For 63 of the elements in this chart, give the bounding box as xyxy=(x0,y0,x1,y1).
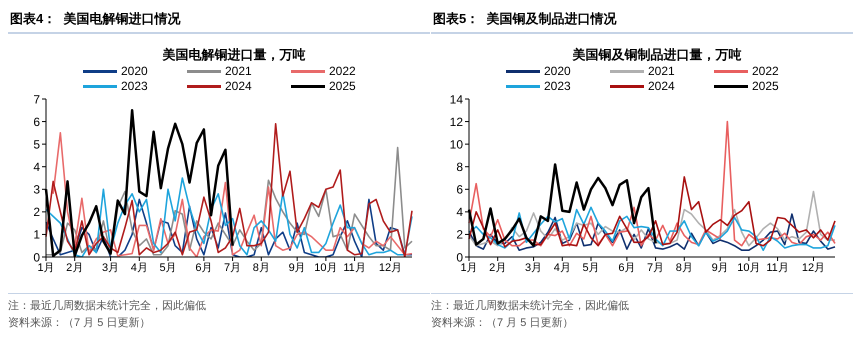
chart-title: 图表4： 美国电解铜进口情况 xyxy=(8,8,430,34)
y-tick-label: 5 xyxy=(33,137,40,152)
x-tick-label: 2月 xyxy=(489,262,506,274)
legend-label: 2022 xyxy=(329,64,356,78)
x-tick-label: 6月 xyxy=(618,262,636,274)
x-tick-label: 10月 xyxy=(314,262,338,274)
x-tick-label: 12月 xyxy=(802,262,826,274)
chart-title: 图表5： 美国铜及制品进口情况 xyxy=(431,8,853,34)
y-tick-label: 0 xyxy=(456,250,464,264)
chart-subtitle: 美国铜及铜制品进口量，万吨 xyxy=(572,46,742,64)
x-tick-label: 12月 xyxy=(378,262,402,274)
text: 资料来源：（7 月 5 日更新） xyxy=(431,316,574,331)
legend-label: 2020 xyxy=(544,64,571,78)
x-tick-label: 2月 xyxy=(66,262,84,274)
x-tick-label: 11月 xyxy=(766,262,789,274)
x-tick-label: 10月 xyxy=(737,262,761,274)
x-tick-label: 9月 xyxy=(288,262,306,274)
legend-label: 2021 xyxy=(648,64,675,78)
x-tick-label: 8月 xyxy=(252,262,270,274)
legend-label: 2024 xyxy=(225,79,252,93)
y-tick-label: 0 xyxy=(33,250,40,264)
legend-label: 2023 xyxy=(121,79,148,93)
y-tick-label: 4 xyxy=(456,205,464,220)
x-tick-label: 7月 xyxy=(224,262,242,274)
legend-label: 2025 xyxy=(329,79,356,93)
x-tick-label: 3月 xyxy=(102,262,120,274)
y-tick-label: 6 xyxy=(456,182,464,197)
x-tick-label: 4月 xyxy=(130,262,148,274)
x-tick-label: 6月 xyxy=(195,262,212,274)
y-tick-label: 12 xyxy=(450,114,464,129)
y-tick-label: 14 xyxy=(450,92,464,106)
y-tick-label: 2 xyxy=(33,205,40,220)
legend-label: 2023 xyxy=(544,79,571,93)
text: 资料来源：（7 月 5 日更新） xyxy=(8,316,152,331)
y-tick-label: 1 xyxy=(33,228,40,242)
x-tick-label: 1月 xyxy=(37,262,55,274)
x-tick-label: 4月 xyxy=(554,262,571,274)
y-tick-label: 6 xyxy=(33,114,40,129)
x-tick-label: 5月 xyxy=(582,262,600,274)
x-tick-label: 5月 xyxy=(159,262,177,274)
x-tick-label: 11月 xyxy=(343,262,366,274)
line-series xyxy=(468,176,836,248)
y-tick-label: 4 xyxy=(33,160,40,174)
y-tick-label: 10 xyxy=(450,137,464,152)
x-tick-label: 8月 xyxy=(676,262,693,274)
legend-label: 2024 xyxy=(648,79,675,93)
legend-label: 2022 xyxy=(752,64,779,78)
legend-label: 2020 xyxy=(121,64,148,78)
line-series xyxy=(468,120,836,247)
y-tick-label: 8 xyxy=(456,160,464,174)
line-series xyxy=(468,190,836,247)
x-tick-label: 3月 xyxy=(525,262,542,274)
legend-label: 2021 xyxy=(225,64,252,78)
legend-label: 2025 xyxy=(752,79,779,93)
chart-subtitle: 美国电解铜进口量，万吨 xyxy=(162,46,306,64)
x-tick-label: 9月 xyxy=(712,262,729,274)
x-tick-label: 1月 xyxy=(460,262,478,274)
text: 注：最近几周数据未统计完全，因此偏低 xyxy=(431,298,630,314)
y-tick-label: 3 xyxy=(33,182,40,197)
y-tick-label: 2 xyxy=(456,228,464,242)
y-tick-label: 7 xyxy=(33,92,40,106)
x-tick-label: 7月 xyxy=(647,262,664,274)
text: 注：最近几周数据未统计完全，因此偏低 xyxy=(8,298,207,314)
